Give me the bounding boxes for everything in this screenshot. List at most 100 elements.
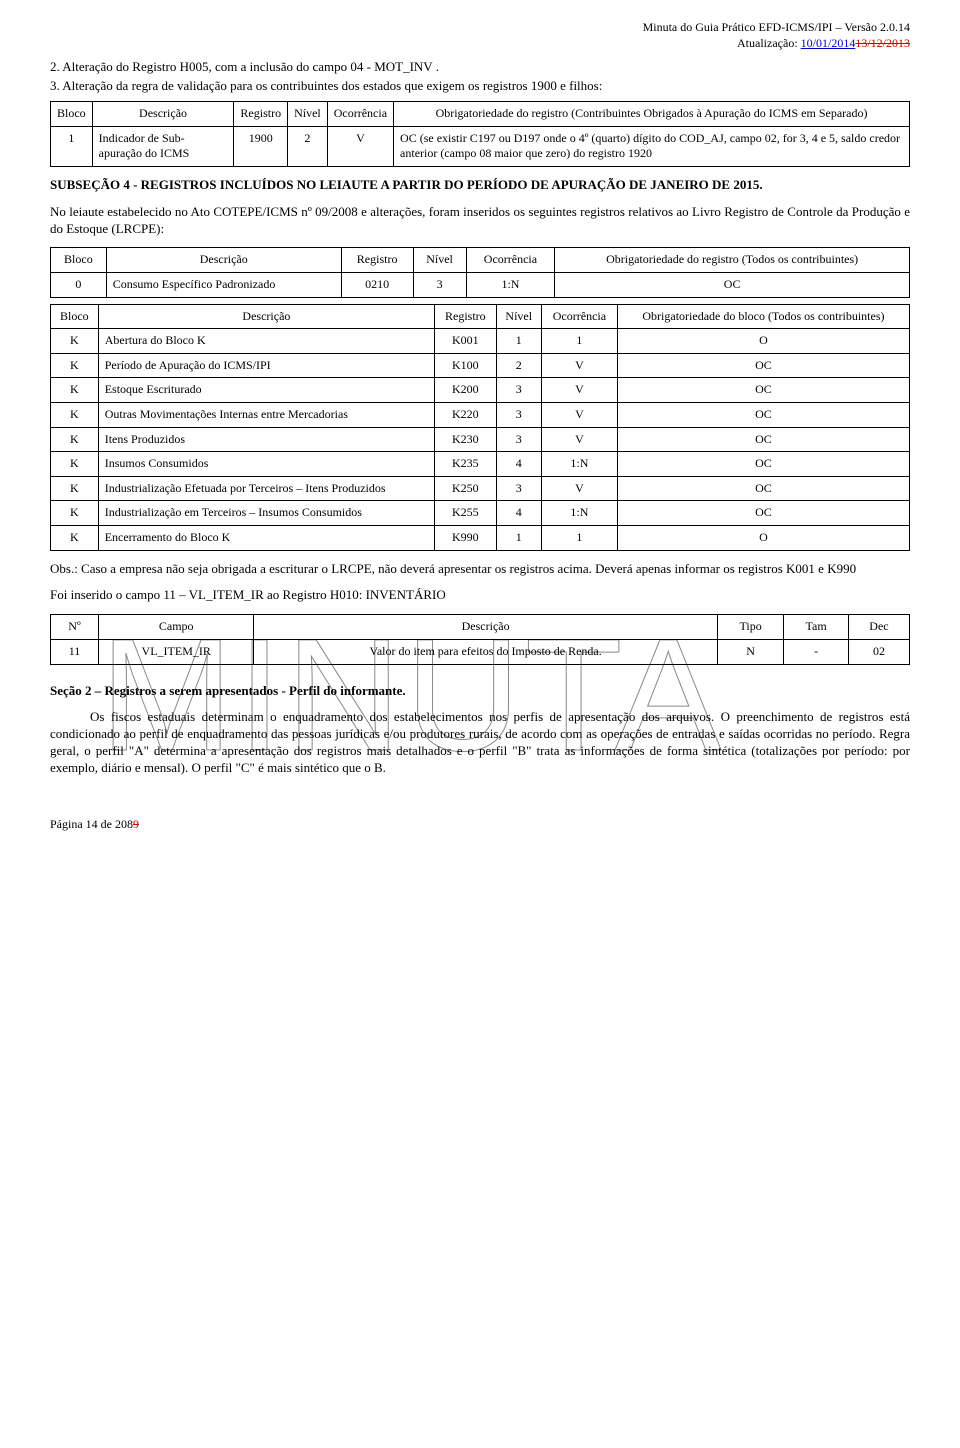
table-cell: Industrialização Efetuada por Terceiros … (98, 476, 434, 501)
table-cell: OC (se existir C197 ou D197 onde o 4º (q… (394, 126, 910, 166)
table-cell: K235 (435, 452, 496, 477)
table-header-cell: Descrição (92, 101, 234, 126)
table-cell: V (541, 353, 617, 378)
table-row: KEncerramento do Bloco KK99011O (51, 525, 910, 550)
table-header-cell: Obrigatoriedade do bloco (Todos os contr… (617, 304, 909, 329)
table-cell: OC (617, 452, 909, 477)
table-cell: OC (555, 273, 910, 298)
table-cell: K200 (435, 378, 496, 403)
table-row: KOutras Movimentações Internas entre Mer… (51, 402, 910, 427)
table-cell: K (51, 476, 99, 501)
table-consumo: BlocoDescriçãoRegistroNívelOcorrênciaObr… (50, 247, 910, 297)
doc-title: Minuta do Guia Prático EFD-ICMS/IPI – Ve… (50, 20, 910, 36)
table-row: KPeríodo de Apuração do ICMS/IPIK1002VOC (51, 353, 910, 378)
table-header-cell: Descrição (254, 615, 717, 640)
table-bloco-k: BlocoDescriçãoRegistroNívelOcorrênciaObr… (50, 304, 910, 551)
table-cell: V (541, 378, 617, 403)
page-number: Página 14 de 208 (50, 817, 133, 831)
table-cell: K990 (435, 525, 496, 550)
table-cell: K (51, 402, 99, 427)
table-cell: 3 (496, 378, 541, 403)
table-cell: 1:N (466, 273, 555, 298)
table-cell: 1 (541, 329, 617, 354)
obs-paragraph: Obs.: Caso a empresa não seja obrigada a… (50, 561, 910, 578)
table-cell: K001 (435, 329, 496, 354)
table-cell: Período de Apuração do ICMS/IPI (98, 353, 434, 378)
table-cell: N (717, 639, 784, 664)
table-header-cell: Obrigatoriedade do registro (Contribuint… (394, 101, 910, 126)
table-cell: O (617, 525, 909, 550)
table-cell: V (541, 427, 617, 452)
table-cell: V (541, 402, 617, 427)
secao-2-paragraph: Os fiscos estaduais determinam o enquadr… (50, 709, 910, 777)
table-header-cell: Bloco (51, 304, 99, 329)
item-3: 3. Alteração da regra de validação para … (50, 78, 910, 95)
table-header-cell: Nível (413, 248, 466, 273)
doc-header: Minuta do Guia Prático EFD-ICMS/IPI – Ve… (50, 20, 910, 51)
table-cell: V (541, 476, 617, 501)
table-cell: K (51, 452, 99, 477)
table-cell: OC (617, 378, 909, 403)
table-cell: Itens Produzidos (98, 427, 434, 452)
table-header-cell: Tam (784, 615, 849, 640)
table-header-cell: Ocorrência (327, 101, 393, 126)
table-cell: 3 (496, 402, 541, 427)
table-header-cell: Descrição (106, 248, 341, 273)
table-cell: OC (617, 501, 909, 526)
table-cell: OC (617, 476, 909, 501)
table-cell: Indicador de Sub-apuração do ICMS (92, 126, 234, 166)
table-cell: OC (617, 353, 909, 378)
table-cell: K (51, 378, 99, 403)
table-row: KItens ProduzidosK2303VOC (51, 427, 910, 452)
table-cell: 1900 (234, 126, 288, 166)
table-cell: Consumo Específico Padronizado (106, 273, 341, 298)
table-cell: 1 (496, 525, 541, 550)
table-cell: K (51, 525, 99, 550)
table-header-cell: Descrição (98, 304, 434, 329)
table-row: KIndustrialização Efetuada por Terceiros… (51, 476, 910, 501)
table-cell: 1:N (541, 501, 617, 526)
update-date-old: 13/12/2013 (855, 36, 910, 50)
table-cell: K230 (435, 427, 496, 452)
table-header-cell: Nível (288, 101, 328, 126)
table-cell: 4 (496, 452, 541, 477)
table-row: KAbertura do Bloco KK00111O (51, 329, 910, 354)
table-cell: - (784, 639, 849, 664)
table-cell: Estoque Escriturado (98, 378, 434, 403)
table-cell: K220 (435, 402, 496, 427)
table-header-cell: Obrigatoriedade do registro (Todos os co… (555, 248, 910, 273)
table-cell: 1 (51, 126, 93, 166)
table-cell: Outras Movimentações Internas entre Merc… (98, 402, 434, 427)
table-cell: OC (617, 427, 909, 452)
table-header-cell: Registro (234, 101, 288, 126)
subsection-4-title: SUBSEÇÃO 4 - REGISTROS INCLUÍDOS NO LEIA… (50, 177, 910, 194)
secao-2-title: Seção 2 – Registros a serem apresentados… (50, 683, 910, 700)
table-cell: Insumos Consumidos (98, 452, 434, 477)
table-header-cell: Registro (341, 248, 413, 273)
table-row: KInsumos ConsumidosK23541:NOC (51, 452, 910, 477)
table-cell: 3 (496, 427, 541, 452)
leiaute-paragraph: No leiaute estabelecido no Ato COTEPE/IC… (50, 204, 910, 238)
table-cell: K100 (435, 353, 496, 378)
table-cell: 1 (496, 329, 541, 354)
table-cell: 3 (413, 273, 466, 298)
table-cell: 0 (51, 273, 107, 298)
page-number-strike: 9 (133, 817, 139, 831)
table-row: 1Indicador de Sub-apuração do ICMS19002V… (51, 126, 910, 166)
table-header-cell: Nível (496, 304, 541, 329)
table-header-cell: Registro (435, 304, 496, 329)
table-cell: VL_ITEM_IR (98, 639, 254, 664)
table-cell: O (617, 329, 909, 354)
table-cell: 1 (541, 525, 617, 550)
table-cell: K (51, 427, 99, 452)
table-cell: K255 (435, 501, 496, 526)
table-row: 0Consumo Específico Padronizado021031:NO… (51, 273, 910, 298)
table-row: 11VL_ITEM_IRValor do item para efeitos d… (51, 639, 910, 664)
table-cell: 0210 (341, 273, 413, 298)
table-cell: Abertura do Bloco K (98, 329, 434, 354)
table-cell: K250 (435, 476, 496, 501)
table-cell: 2 (288, 126, 328, 166)
table-campo-11: NºCampoDescriçãoTipoTamDec 11VL_ITEM_IRV… (50, 614, 910, 664)
table-cell: K (51, 329, 99, 354)
table-1900: BlocoDescriçãoRegistroNívelOcorrênciaObr… (50, 101, 910, 167)
